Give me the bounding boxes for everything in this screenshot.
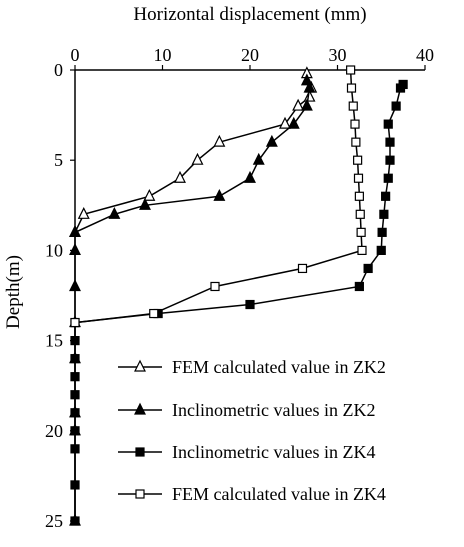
series-3 <box>70 79 408 526</box>
data-point <box>353 173 364 183</box>
data-point <box>383 173 393 183</box>
legend-label: Inclinometric values in ZK2 <box>172 400 375 420</box>
data-point <box>381 191 391 201</box>
legend-item: Inclinometric values in ZK2 <box>118 400 375 420</box>
data-point <box>70 354 80 364</box>
data-point <box>70 372 80 382</box>
data-point <box>69 279 81 292</box>
data-point <box>191 152 204 165</box>
data-point <box>252 152 265 165</box>
series-line <box>74 73 313 233</box>
legend-item: Inclinometric values in ZK4 <box>118 442 375 462</box>
data-point <box>292 98 305 111</box>
legend: FEM calculated value in ZK2 Inclinometric… <box>108 350 456 532</box>
data-point <box>279 116 291 129</box>
data-point <box>383 119 393 129</box>
data-point <box>69 243 81 255</box>
data-point <box>385 137 395 147</box>
data-point <box>265 134 278 147</box>
series-1 <box>69 66 318 237</box>
x-axis-title: Horizontal displacement (mm) <box>133 4 366 25</box>
data-point <box>70 336 80 346</box>
data-point <box>70 426 80 436</box>
data-point <box>149 308 159 319</box>
legend-marker <box>135 447 145 457</box>
data-point <box>210 281 220 292</box>
data-point <box>244 170 256 183</box>
data-point <box>70 480 80 490</box>
legend-marker <box>134 359 146 372</box>
data-point <box>356 227 366 237</box>
series-layer <box>69 65 408 526</box>
x-tick-label: 30 <box>329 45 347 65</box>
data-point <box>354 281 364 292</box>
y-ticks: 0 5 10 15 20 25 <box>45 60 75 531</box>
data-point <box>143 188 156 201</box>
data-point <box>391 101 401 111</box>
data-point <box>357 245 367 255</box>
legend-label: FEM calculated value in ZK4 <box>172 484 386 504</box>
data-point <box>351 137 361 147</box>
data-point <box>70 317 80 328</box>
legend-background <box>108 350 456 532</box>
data-point <box>350 119 360 129</box>
data-point <box>139 197 151 210</box>
data-point <box>300 98 313 111</box>
x-tick-label: 20 <box>241 45 259 65</box>
data-point <box>385 155 395 165</box>
data-point <box>174 170 186 183</box>
legend-item: FEM calculated value in ZK4 <box>118 484 386 504</box>
data-point <box>287 116 300 129</box>
data-point <box>70 408 80 418</box>
data-point <box>303 80 316 93</box>
data-point <box>377 227 387 237</box>
x-ticks: 0 10 20 30 40 <box>71 45 434 70</box>
data-point <box>379 209 389 219</box>
y-axis-title: Depth(m) <box>3 255 24 329</box>
data-point <box>245 299 255 310</box>
data-point <box>376 245 386 255</box>
legend-label: Inclinometric values in ZK4 <box>172 442 375 462</box>
data-point <box>213 188 226 201</box>
legend-label: FEM calculated value in ZK2 <box>172 357 386 377</box>
series-4 <box>70 65 367 328</box>
y-tick-label: 20 <box>45 421 63 441</box>
y-tick-label: 10 <box>45 240 63 260</box>
x-tick-label: 40 <box>416 45 434 65</box>
x-tick-label: 0 <box>71 45 80 65</box>
data-point <box>108 206 121 219</box>
legend-marker <box>134 402 146 415</box>
data-point <box>69 225 81 237</box>
data-point <box>70 516 80 526</box>
y-tick-label: 5 <box>54 150 63 170</box>
data-point <box>354 191 364 201</box>
legend-item: FEM calculated value in ZK2 <box>118 357 386 377</box>
data-point <box>346 83 357 93</box>
axes: 0 10 20 30 40 0 5 10 15 20 25 Horizontal displace… <box>3 4 434 531</box>
data-point <box>77 206 90 219</box>
data-point <box>355 209 365 219</box>
data-point <box>297 263 308 274</box>
data-point <box>213 134 226 147</box>
data-point <box>353 155 363 165</box>
data-point <box>395 83 406 93</box>
data-point <box>70 444 80 454</box>
data-point <box>348 101 358 111</box>
data-point <box>303 89 316 102</box>
legend-marker <box>135 489 145 499</box>
data-point <box>70 390 80 400</box>
y-tick-label: 15 <box>45 331 63 351</box>
data-point <box>346 65 356 75</box>
data-point <box>363 263 373 274</box>
y-tick-label: 0 <box>54 60 63 80</box>
x-tick-label: 10 <box>154 45 172 65</box>
y-tick-label: 25 <box>45 511 63 531</box>
